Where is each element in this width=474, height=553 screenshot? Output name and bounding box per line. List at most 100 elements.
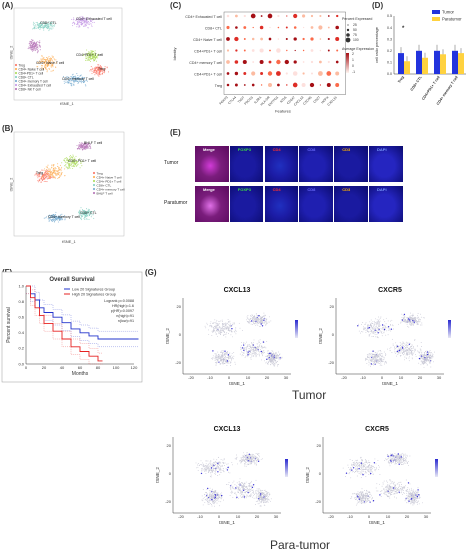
- tsne-a-point: [32, 47, 34, 50]
- feature-point: [252, 456, 254, 458]
- feature-point: [209, 467, 211, 469]
- legend-swatch: [14, 63, 18, 67]
- feature-point: [264, 321, 266, 322]
- feature-point: [229, 330, 231, 332]
- tsne-b-point: [47, 175, 49, 177]
- tsne-b-point: [64, 168, 66, 170]
- tsne-a-point: [94, 52, 96, 54]
- feature-point: [415, 320, 417, 322]
- feature-point: [240, 461, 242, 463]
- feature-point: [215, 468, 217, 470]
- tsne-a-point: [46, 69, 48, 71]
- feature-point: [422, 358, 424, 360]
- feature-point: [392, 324, 393, 326]
- feature-point: [411, 320, 413, 322]
- tsne-b-point: [40, 181, 42, 183]
- feature-point: [249, 456, 251, 458]
- feature-point: [240, 495, 241, 497]
- feature-ytick: 0: [332, 332, 335, 337]
- tsne-b-point: [83, 210, 86, 212]
- feature-point: [220, 331, 221, 333]
- feature-point: [218, 355, 220, 357]
- tsne-a-point: [41, 64, 43, 66]
- feature-point: [220, 469, 221, 470]
- feature-point: [402, 341, 404, 343]
- tsne-b-point: [76, 144, 78, 147]
- feature-point: [203, 469, 205, 471]
- legend-label: CD4+ memory T cell: [97, 187, 125, 191]
- feature-point: [216, 464, 218, 466]
- feature-point: [229, 472, 231, 474]
- tsne-a-point: [55, 62, 57, 64]
- feature-point: [220, 320, 222, 322]
- feature-point: [372, 359, 373, 361]
- feature-point: [272, 363, 274, 365]
- feature-point: [198, 465, 200, 467]
- tsne-a-point: [80, 74, 82, 76]
- tsne-a-point: [89, 53, 91, 55]
- feature-point: [256, 353, 258, 355]
- tsne-a-point: [45, 57, 48, 59]
- feature-point: [379, 360, 381, 362]
- feature-point: [221, 360, 223, 361]
- feature-point: [240, 491, 242, 493]
- tsne-b-point: [60, 172, 62, 174]
- feature-point: [246, 316, 248, 318]
- feature-point: [428, 361, 430, 363]
- feature-point: [215, 326, 217, 328]
- tsne-a-point: [53, 22, 55, 24]
- feature-point: [394, 351, 396, 353]
- feature-point: [222, 464, 223, 466]
- feature-point: [421, 324, 423, 326]
- feature-point: [205, 470, 207, 472]
- feature-point: [254, 322, 256, 324]
- feature-point: [220, 466, 222, 468]
- feature-point: [275, 360, 277, 361]
- feature-point: [207, 329, 209, 331]
- feature-point: [381, 353, 383, 355]
- feature-point: [206, 322, 208, 324]
- tsne-a-cluster: [82, 49, 99, 62]
- tsne-b-point: [69, 156, 71, 158]
- feature-point: [259, 320, 261, 322]
- feature-point: [412, 352, 414, 354]
- feature-point: [259, 319, 261, 320]
- feature-point: [403, 315, 405, 317]
- tsne-a-point: [99, 67, 101, 69]
- feature-point: [377, 323, 379, 325]
- feature-point: [205, 466, 207, 468]
- color-legend-title: Average Expression: [342, 47, 374, 51]
- feature-point: [391, 338, 393, 340]
- tsne-a-point: [101, 66, 103, 69]
- tsne-a-point: [47, 25, 49, 27]
- feature-point: [258, 346, 260, 348]
- tsne-b-point: [70, 161, 72, 163]
- dot-mark: [310, 72, 314, 75]
- tsne-b-point: [85, 216, 88, 218]
- tsne-a-point: [41, 58, 43, 60]
- feature-point: [210, 474, 212, 476]
- feature-point: [214, 362, 216, 364]
- feature-point: [383, 351, 385, 353]
- legend-label: CD4+ memory T cell: [19, 79, 48, 83]
- tsne-b-point: [44, 170, 46, 172]
- feature-point: [417, 317, 419, 319]
- feature-point: [235, 330, 237, 332]
- tsne-b-cluster-label: CD4+ PD1+ T cell: [68, 159, 96, 163]
- feature-point: [240, 457, 242, 459]
- feature-point: [222, 323, 224, 325]
- feature-point: [376, 358, 378, 360]
- tsne-b-point: [83, 146, 85, 148]
- tsne-a-point: [87, 59, 89, 61]
- feature-point: [218, 356, 220, 358]
- feature-point: [272, 362, 274, 363]
- feature-point: [231, 328, 233, 330]
- feature-point: [385, 327, 387, 329]
- tsne-a-point: [30, 44, 32, 46]
- feature-point: [251, 480, 252, 482]
- feature-point: [244, 343, 246, 345]
- feature-point: [264, 315, 266, 317]
- tsne-a-point: [94, 72, 96, 74]
- feature-point: [426, 358, 428, 360]
- tsne-b-point: [49, 173, 51, 175]
